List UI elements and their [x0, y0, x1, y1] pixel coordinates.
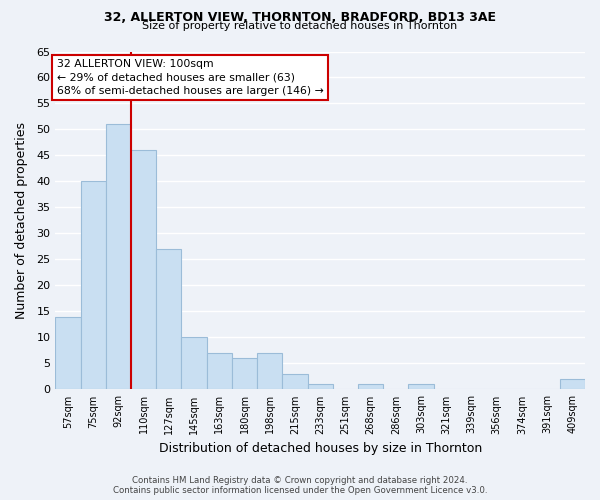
Bar [358, 384, 383, 390]
Bar [106, 124, 131, 390]
Bar [560, 379, 585, 390]
Text: Size of property relative to detached houses in Thornton: Size of property relative to detached ho… [142, 21, 458, 31]
Bar [131, 150, 156, 390]
Bar [206, 353, 232, 390]
Bar [55, 316, 80, 390]
Bar [156, 249, 181, 390]
Bar [409, 384, 434, 390]
X-axis label: Distribution of detached houses by size in Thornton: Distribution of detached houses by size … [158, 442, 482, 455]
Bar [257, 353, 283, 390]
Bar [232, 358, 257, 390]
Bar [80, 182, 106, 390]
Text: 32, ALLERTON VIEW, THORNTON, BRADFORD, BD13 3AE: 32, ALLERTON VIEW, THORNTON, BRADFORD, B… [104, 11, 496, 24]
Y-axis label: Number of detached properties: Number of detached properties [15, 122, 28, 319]
Bar [283, 374, 308, 390]
Text: Contains HM Land Registry data © Crown copyright and database right 2024.
Contai: Contains HM Land Registry data © Crown c… [113, 476, 487, 495]
Bar [181, 338, 206, 390]
Bar [308, 384, 333, 390]
Text: 32 ALLERTON VIEW: 100sqm
← 29% of detached houses are smaller (63)
68% of semi-d: 32 ALLERTON VIEW: 100sqm ← 29% of detach… [56, 60, 323, 96]
